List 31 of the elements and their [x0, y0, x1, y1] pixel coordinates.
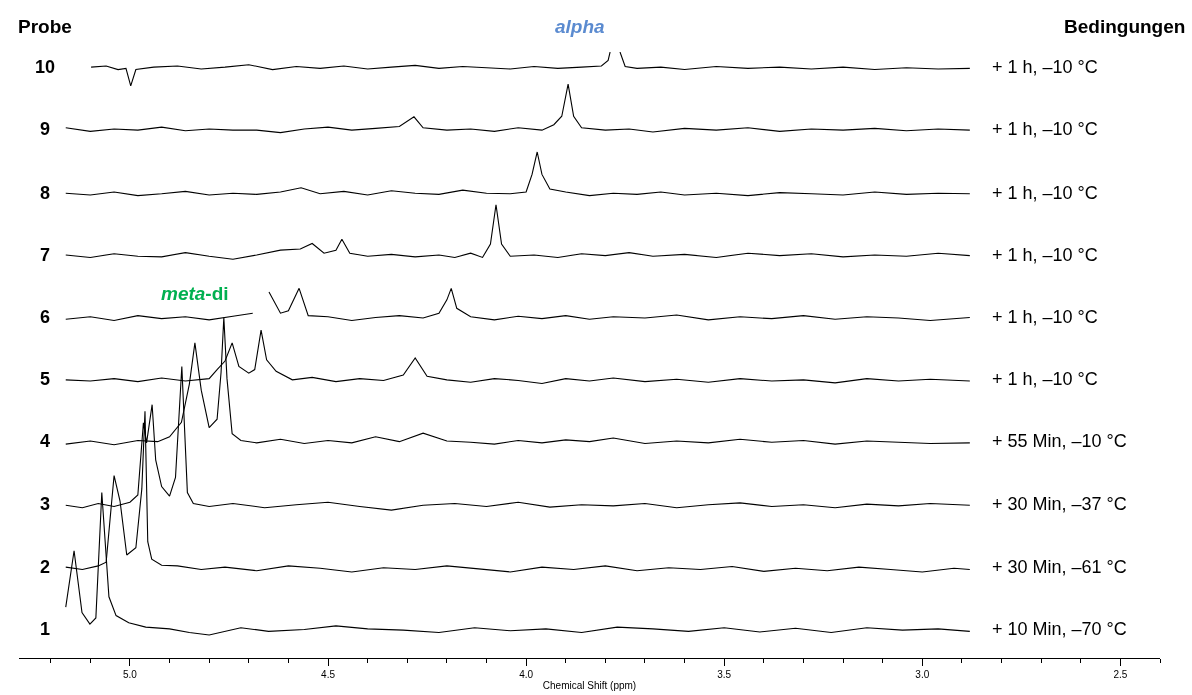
x-axis-title: Chemical Shift (ppm) — [542, 679, 637, 691]
text: Bedingungen — [1064, 16, 1186, 37]
annotation: + 1 h, –10 °C — [992, 119, 1098, 139]
text: 10 — [35, 57, 56, 77]
series-label: 8 — [40, 183, 51, 203]
annotation: + 1 h, –10 °C — [992, 369, 1098, 389]
series-label: 4 — [40, 431, 51, 451]
x-tick-label: 5.0 — [122, 669, 138, 680]
annotation: + 30 Min, –61 °C — [992, 557, 1127, 577]
annotation: + 1 h, –10 °C — [992, 57, 1098, 77]
annotation: + 1 h, –10 °C — [992, 245, 1098, 265]
annotation: + 1 h, –10 °C — [992, 183, 1098, 203]
series-label: 5 — [40, 369, 51, 389]
x-tick-label: 3.5 — [717, 669, 732, 680]
text: alpha — [555, 16, 606, 37]
text: Probe — [18, 16, 72, 37]
series-label: 3 — [40, 494, 51, 514]
series-label: 6 — [40, 307, 51, 327]
annotation: + 30 Min, –37 °C — [992, 494, 1127, 514]
annotation: + 55 Min, –10 °C — [992, 431, 1127, 451]
x-tick-label: 3.0 — [915, 669, 930, 680]
series-label: 7 — [40, 245, 51, 265]
x-tick-label: 4.0 — [519, 669, 534, 680]
series-label: 1 — [40, 619, 51, 639]
annotation: + 10 Min, –70 °C — [992, 619, 1127, 639]
annotation: meta-di — [161, 283, 229, 304]
annotation: + 1 h, –10 °C — [992, 307, 1098, 327]
x-tick-label: 2.5 — [1113, 669, 1128, 680]
series-label: 9 — [40, 119, 51, 139]
series-label: 2 — [40, 557, 51, 577]
x-tick-label: 4.5 — [321, 669, 336, 680]
